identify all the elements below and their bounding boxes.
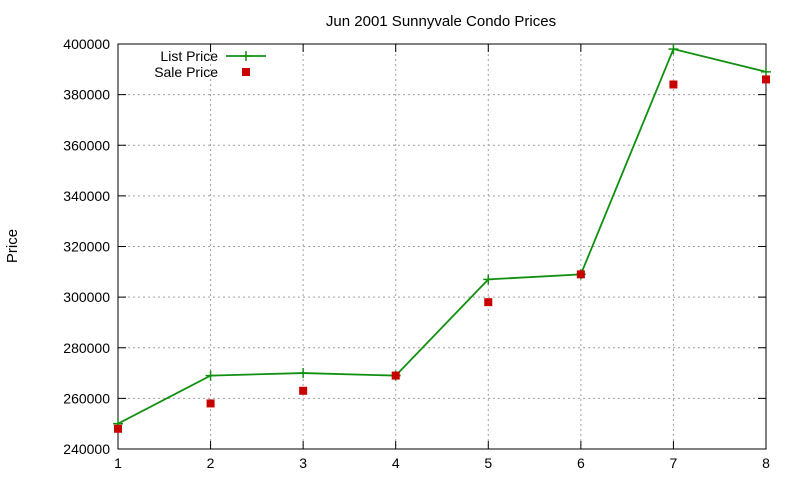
sale-price-point [762, 75, 770, 84]
list-price-point [483, 274, 494, 285]
x-tick-label: 3 [299, 455, 307, 471]
list-price-point [668, 44, 679, 55]
sale-price-point [391, 371, 400, 380]
x-tick-label: 2 [207, 455, 215, 471]
x-tick-label: 8 [762, 455, 770, 471]
chart-title: Jun 2001 Sunnyvale Condo Prices [326, 13, 556, 30]
list-price-line [117, 48, 767, 425]
y-tick-label: 380000 [63, 87, 110, 103]
legend-label-sale-price: Sale Price [154, 64, 218, 80]
y-tick-label: 340000 [63, 188, 110, 204]
x-tick-label: 1 [114, 455, 122, 471]
grid [118, 44, 766, 449]
y-tick-label: 300000 [63, 289, 110, 305]
x-tick-label: 7 [670, 455, 678, 471]
list-price-point [761, 66, 771, 77]
list-price-point [205, 370, 216, 381]
sale-price-point [299, 386, 308, 395]
y-tick-label: 360000 [63, 137, 110, 153]
x-axis-ticks: 1 2 3 4 5 6 7 8 [114, 44, 770, 471]
y-tick-label: 280000 [63, 340, 110, 356]
sale-price-point [484, 298, 493, 307]
y-tick-label: 400000 [63, 36, 110, 52]
sale-price-point [206, 399, 215, 408]
legend-marker-list-price [241, 51, 251, 61]
legend-label-list-price: List Price [160, 48, 218, 64]
sale-price-point [669, 80, 678, 89]
x-tick-label: 6 [577, 455, 585, 471]
y-tick-label: 240000 [63, 441, 110, 457]
series-marks [113, 44, 771, 433]
y-tick-label: 320000 [63, 239, 110, 255]
x-tick-label: 4 [392, 455, 400, 471]
y-tick-label: 260000 [63, 390, 110, 406]
list-price-point [298, 368, 309, 379]
sale-price-point [576, 270, 585, 279]
y-axis-label: Price [4, 229, 21, 263]
x-tick-label: 5 [484, 455, 492, 471]
legend-marker-sale-price [242, 68, 250, 76]
sale-price-point [114, 424, 122, 433]
y-axis-ticks: 240000 260000 280000 300000 320000 340000 3600… [63, 36, 766, 457]
